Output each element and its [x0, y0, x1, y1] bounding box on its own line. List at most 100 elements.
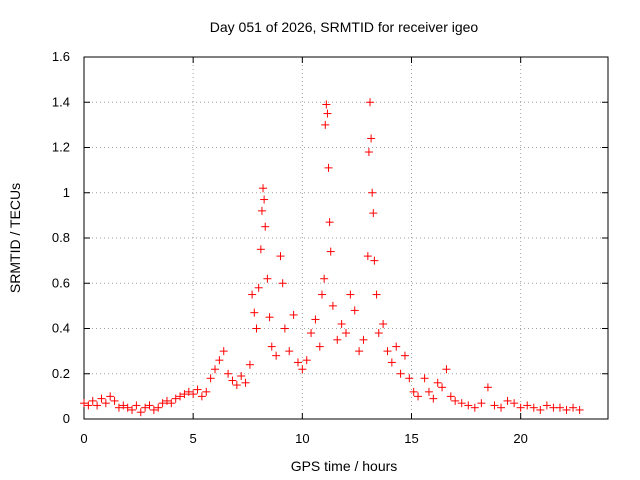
data-point: [246, 361, 254, 369]
data-point: [318, 291, 326, 299]
data-point: [364, 252, 372, 260]
data-point: [84, 401, 92, 409]
data-point: [333, 336, 341, 344]
data-point: [242, 379, 250, 387]
data-point: [329, 302, 337, 310]
data-point: [367, 134, 375, 142]
data-point: [442, 365, 450, 373]
y-tick-label: 1.2: [52, 140, 70, 155]
y-tick-label: 1.6: [52, 49, 70, 64]
data-point: [154, 404, 162, 412]
data-point: [451, 397, 459, 405]
data-point: [366, 98, 374, 106]
data-point: [266, 313, 274, 321]
data-point: [207, 374, 215, 382]
data-point: [119, 401, 127, 409]
data-point: [392, 343, 400, 351]
data-point: [497, 404, 505, 412]
data-point: [369, 209, 377, 217]
data-point: [434, 379, 442, 387]
data-point: [248, 291, 256, 299]
data-point: [405, 374, 413, 382]
data-point: [294, 358, 302, 366]
data-point: [383, 347, 391, 355]
data-point: [322, 101, 330, 109]
data-point: [477, 399, 485, 407]
data-point: [303, 356, 311, 364]
data-point: [458, 399, 466, 407]
data-point: [346, 291, 354, 299]
data-point: [180, 390, 188, 398]
data-point: [277, 252, 285, 260]
data-point: [326, 218, 334, 226]
data-point: [397, 370, 405, 378]
data-point: [185, 388, 193, 396]
data-point: [530, 404, 538, 412]
data-point: [484, 383, 492, 391]
data-point: [316, 343, 324, 351]
data-point: [189, 390, 197, 398]
data-point: [438, 383, 446, 391]
data-point: [536, 406, 544, 414]
data-point: [159, 399, 167, 407]
data-point: [543, 401, 551, 409]
data-point: [93, 401, 101, 409]
data-point: [414, 392, 422, 400]
data-point: [323, 110, 331, 118]
data-point: [388, 358, 396, 366]
data-point: [421, 374, 429, 382]
data-point: [172, 395, 180, 403]
data-point: [115, 404, 123, 412]
x-tick-label: 10: [295, 431, 309, 446]
data-point: [576, 406, 584, 414]
data-point: [176, 392, 184, 400]
y-tick-label: 0: [63, 411, 70, 426]
data-point: [132, 401, 140, 409]
data-point: [370, 257, 378, 265]
data-point: [368, 189, 376, 197]
data-point: [224, 370, 232, 378]
data-point: [258, 207, 266, 215]
grid-lines: [84, 57, 608, 419]
data-point: [261, 223, 269, 231]
data-point: [307, 329, 315, 337]
data-point: [102, 399, 110, 407]
data-point: [80, 399, 88, 407]
plot-frame: [84, 57, 608, 419]
data-point: [97, 395, 105, 403]
data-point: [279, 279, 287, 287]
y-tick-label: 0.8: [52, 230, 70, 245]
data-point: [375, 329, 383, 337]
data-point: [106, 392, 114, 400]
data-point: [510, 399, 518, 407]
data-point: [237, 372, 245, 380]
y-tick-label: 1: [63, 185, 70, 200]
data-point: [128, 406, 136, 414]
data-point: [257, 245, 265, 253]
data-point: [255, 284, 263, 292]
y-tick-label: 0.4: [52, 321, 70, 336]
data-point: [410, 388, 418, 396]
x-tick-label: 20: [513, 431, 527, 446]
data-point: [563, 406, 571, 414]
data-point: [124, 404, 132, 412]
data-point: [233, 381, 241, 389]
data-point: [379, 320, 387, 328]
data-point: [285, 347, 293, 355]
y-tick-label: 0.2: [52, 366, 70, 381]
data-point: [490, 401, 498, 409]
data-point: [89, 397, 97, 405]
data-point: [111, 397, 119, 405]
data-point: [167, 399, 175, 407]
data-point: [311, 315, 319, 323]
data-point: [252, 325, 260, 333]
data-point: [556, 404, 564, 412]
data-point: [365, 148, 373, 156]
data-point: [202, 388, 210, 396]
data-point: [569, 404, 577, 412]
data-point: [194, 386, 202, 394]
data-point: [281, 325, 289, 333]
data-point: [359, 336, 367, 344]
data-point: [342, 329, 350, 337]
data-point: [272, 352, 280, 360]
